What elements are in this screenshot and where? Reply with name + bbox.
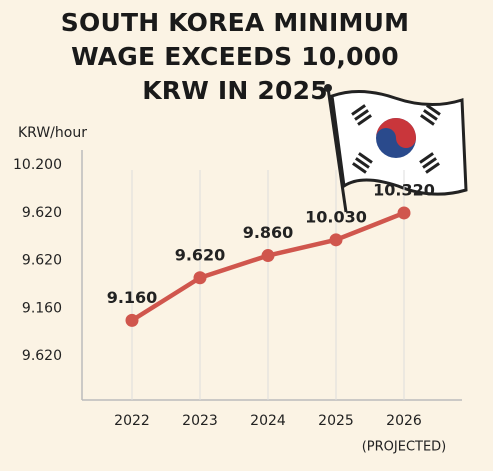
- data-label: 10.030: [305, 207, 367, 226]
- flag: [324, 84, 468, 213]
- data-label: 10.320: [373, 180, 435, 199]
- data-label: 9.860: [243, 223, 294, 242]
- data-label: 9.620: [175, 245, 226, 264]
- y-tick-label: 9.620: [22, 348, 62, 364]
- y-tick-label: 9.620: [22, 253, 62, 269]
- x-tick-label: 2023: [182, 413, 218, 429]
- point: [193, 271, 207, 285]
- x-tick-label: 2022: [114, 413, 150, 429]
- y-tick-label: 9.160: [22, 300, 62, 316]
- point: [125, 313, 139, 327]
- chart-title: SOUTH KOREA MINIMUM WAGE EXCEEDS 10,000 …: [60, 8, 410, 105]
- point: [397, 206, 411, 220]
- y-axis-title: KRW/hour: [18, 125, 87, 141]
- y-tick-label: 9.620: [22, 205, 62, 221]
- x-tick-label: 2025: [318, 413, 354, 429]
- x-tick-label: 2026: [386, 413, 422, 429]
- annotation: (PROJECTED): [362, 440, 447, 455]
- point: [261, 249, 275, 263]
- y-tick-label: 10.200: [13, 157, 62, 173]
- data-label: 9.160: [107, 288, 158, 307]
- point: [329, 233, 343, 247]
- x-tick-label: 2024: [250, 413, 286, 429]
